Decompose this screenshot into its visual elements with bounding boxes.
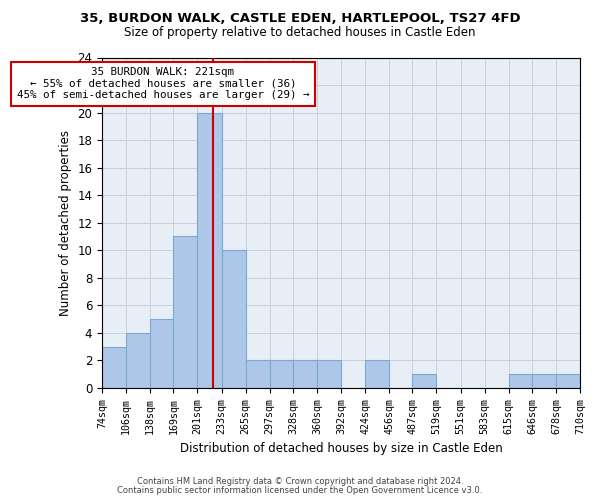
Bar [221, 250, 245, 388]
Text: Contains public sector information licensed under the Open Government Licence v3: Contains public sector information licen… [118, 486, 482, 495]
Text: Contains HM Land Registry data © Crown copyright and database right 2024.: Contains HM Land Registry data © Crown c… [137, 477, 463, 486]
Bar [412, 374, 436, 388]
Bar [173, 236, 197, 388]
Bar [102, 346, 126, 388]
Bar [317, 360, 341, 388]
Text: 35 BURDON WALK: 221sqm
← 55% of detached houses are smaller (36)
45% of semi-det: 35 BURDON WALK: 221sqm ← 55% of detached… [17, 67, 309, 100]
Bar [556, 374, 580, 388]
Bar [293, 360, 317, 388]
Bar [365, 360, 389, 388]
Bar [245, 360, 269, 388]
Bar [197, 112, 221, 388]
Bar [126, 333, 150, 388]
Text: Size of property relative to detached houses in Castle Eden: Size of property relative to detached ho… [124, 26, 476, 39]
X-axis label: Distribution of detached houses by size in Castle Eden: Distribution of detached houses by size … [179, 442, 502, 455]
Text: 35, BURDON WALK, CASTLE EDEN, HARTLEPOOL, TS27 4FD: 35, BURDON WALK, CASTLE EDEN, HARTLEPOOL… [80, 12, 520, 26]
Bar [150, 319, 173, 388]
Bar [509, 374, 532, 388]
Bar [269, 360, 293, 388]
Y-axis label: Number of detached properties: Number of detached properties [59, 130, 72, 316]
Bar [532, 374, 556, 388]
